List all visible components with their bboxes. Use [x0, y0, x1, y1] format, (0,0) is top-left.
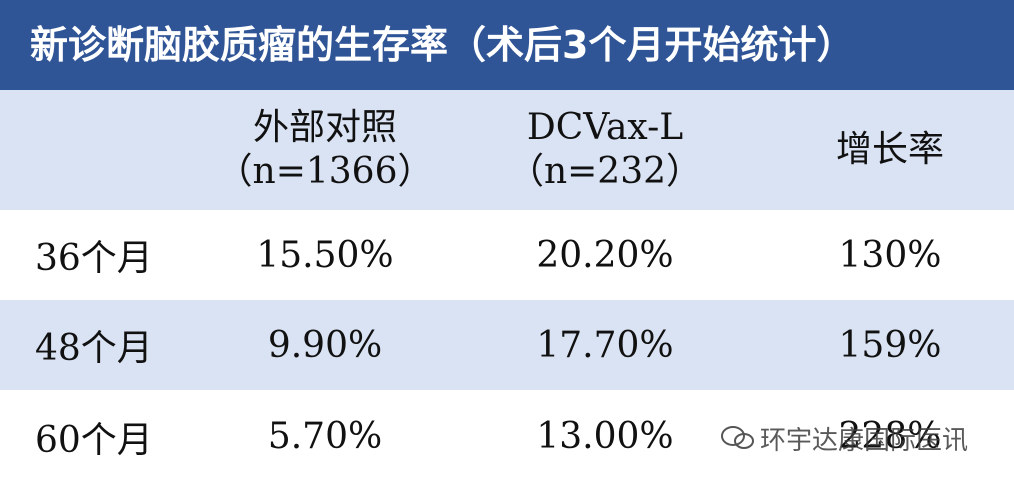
table-cell: 130% [838, 234, 942, 276]
table-cell: 20.20% [536, 234, 674, 276]
table-cell: 13.00% [536, 416, 674, 457]
row-label: 60个月 [35, 419, 153, 461]
watermark-icon [721, 426, 754, 449]
header-row: 外部对照 （n=1366） DCVax-L （n=232） 增长率 [0, 90, 1014, 210]
header-text: （n=1366） [216, 151, 434, 192]
header-text: 增长率 [835, 129, 944, 170]
table-row: 60个月 5.70% 13.00% 228% [0, 390, 1014, 483]
table-cell: 159% [838, 324, 942, 366]
header-text: DCVax-L [526, 107, 684, 148]
header-cell: 外部对照 （n=1366） [200, 90, 450, 210]
table-cell: 228% [838, 416, 942, 457]
table-row: 36个月 15.50% 20.20% 130% [0, 210, 1014, 300]
title-bar: 新诊断脑胶质瘤的生存率（术后3个月开始统计） [0, 0, 1014, 90]
header-cell: 增长率 [760, 90, 1014, 210]
row-label: 36个月 [35, 238, 153, 279]
watermark: 环宇达康国际医讯 [760, 426, 969, 456]
row-label: 48个月 [35, 328, 153, 369]
header-text: （n=232） [507, 151, 703, 192]
table-row: 48个月 9.90% 17.70% 159% [0, 300, 1014, 390]
table-cell: 5.70% [267, 416, 383, 457]
table-cell: 17.70% [536, 324, 674, 366]
table-cell: 15.50% [256, 234, 394, 276]
header-text: 外部对照 [252, 107, 397, 148]
header-cell: DCVax-L （n=232） [480, 90, 730, 210]
table-cell: 9.90% [267, 324, 383, 366]
